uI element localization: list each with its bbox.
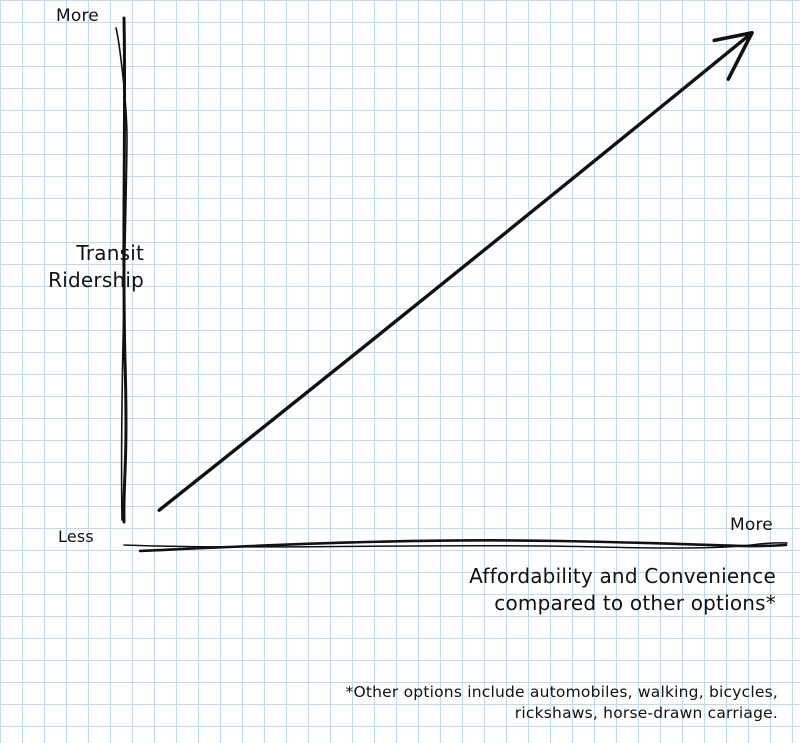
y-axis-line [122,16,128,524]
footnote: *Other options include automobiles, walk… [345,683,778,722]
y-axis-low-label: Less [58,527,94,546]
y-axis-title: Transit Ridership [48,241,144,292]
x-axis-line-sketch [123,542,788,549]
y-axis-high-label: More [56,6,99,26]
y-axis-line-sketch [115,27,128,521]
x-axis-high-label: More [730,515,773,535]
series-line [157,31,754,512]
series-layer [157,30,754,512]
axes [115,16,788,553]
series-arrowhead [712,30,754,81]
x-axis-title: Affordability and Convenience compared t… [469,564,776,615]
